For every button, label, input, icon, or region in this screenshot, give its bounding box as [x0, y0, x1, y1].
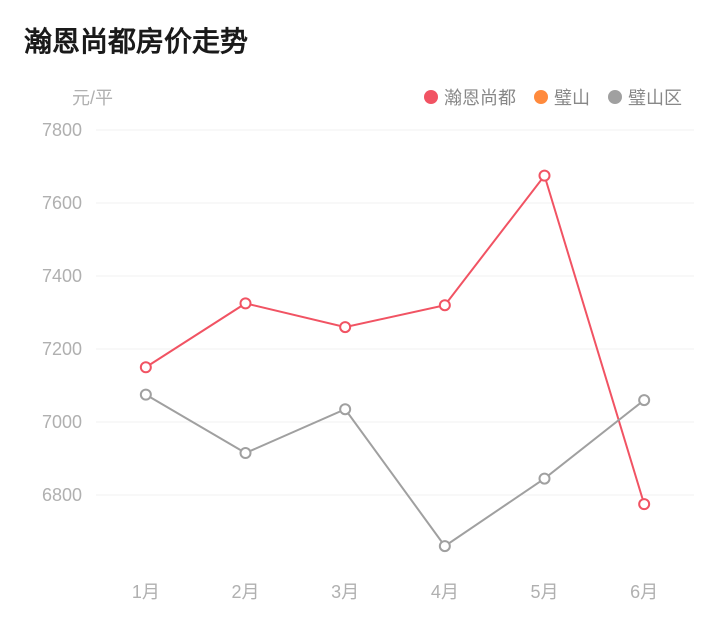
- y-tick-label: 7600: [42, 193, 82, 213]
- y-tick-label: 7200: [42, 339, 82, 359]
- y-tick-label: 6800: [42, 485, 82, 505]
- legend-dot-icon: [534, 90, 548, 104]
- legend-item: 璧山区: [608, 84, 682, 110]
- chart-container: 瀚恩尚都房价走势 元/平 瀚恩尚都 璧山 璧山区 6800 7000 7200 7400 7…: [0, 0, 718, 640]
- legend-item: 璧山: [534, 84, 590, 110]
- legend-label: 瀚恩尚都: [444, 84, 516, 110]
- legend-dot-icon: [424, 90, 438, 104]
- y-tick-label: 7800: [42, 120, 82, 140]
- x-tick-label: 2月: [231, 582, 259, 602]
- y-axis-label: 元/平: [72, 84, 113, 110]
- y-tick-label: 7000: [42, 412, 82, 432]
- x-tick-label: 1月: [132, 582, 160, 602]
- x-tick-label: 6月: [630, 582, 658, 602]
- chart-title: 瀚恩尚都房价走势: [24, 20, 694, 60]
- legend: 瀚恩尚都 璧山 璧山区: [424, 84, 682, 110]
- y-tick-label: 7400: [42, 266, 82, 286]
- legend-dot-icon: [608, 90, 622, 104]
- legend-item: 瀚恩尚都: [424, 84, 516, 110]
- x-tick-label: 3月: [331, 582, 359, 602]
- x-tick-label: 5月: [530, 582, 558, 602]
- line-chart-svg: 6800 7000 7200 7400 7600 7800 1月 2月 3月 4月 5月 6月: [24, 120, 714, 610]
- legend-label: 璧山区: [628, 84, 682, 110]
- chart-area: 6800 7000 7200 7400 7600 7800 1月 2月 3月 4月 5月 6月: [24, 120, 694, 610]
- chart-header: 元/平 瀚恩尚都 璧山 璧山区: [24, 84, 694, 120]
- x-tick-label: 4月: [431, 582, 459, 602]
- legend-label: 璧山: [554, 84, 590, 110]
